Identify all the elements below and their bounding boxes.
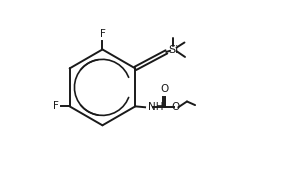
Text: F: F [53, 101, 59, 111]
Text: O: O [160, 84, 168, 94]
Text: Si: Si [168, 45, 178, 55]
Text: O: O [172, 102, 180, 112]
Text: NH: NH [148, 102, 164, 112]
Text: F: F [100, 29, 105, 39]
